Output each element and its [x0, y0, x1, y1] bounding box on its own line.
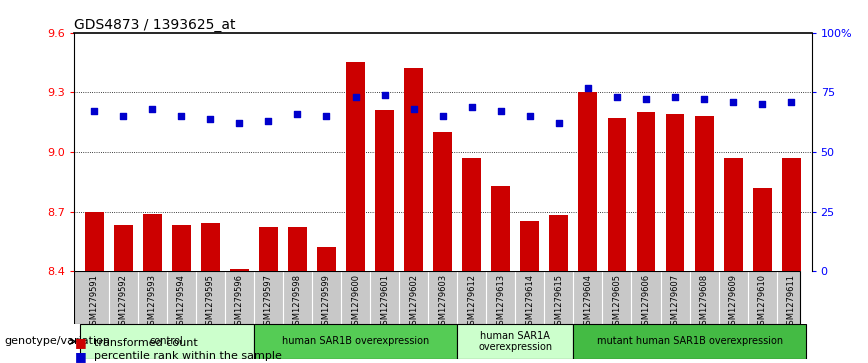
Bar	[85, 212, 103, 271]
Point	[494, 109, 508, 114]
Point	[552, 121, 566, 126]
Bar	[288, 227, 307, 271]
Point	[464, 104, 478, 110]
Text: ■: ■	[75, 337, 90, 350]
Bar	[521, 221, 539, 271]
Text: percentile rank within the sample: percentile rank within the sample	[94, 351, 281, 362]
Bar	[636, 112, 655, 271]
Point	[610, 94, 624, 100]
Bar	[574, 323, 806, 359]
Point	[145, 106, 159, 112]
Text: human SAR1B overexpression: human SAR1B overexpression	[282, 337, 429, 347]
Bar	[724, 158, 743, 271]
Point	[203, 115, 217, 121]
Text: GSM1279598: GSM1279598	[293, 274, 302, 330]
Bar	[114, 225, 133, 271]
Text: GSM1279607: GSM1279607	[671, 274, 680, 330]
Bar	[491, 186, 510, 271]
Bar	[694, 116, 713, 271]
Bar	[608, 118, 627, 271]
Point	[755, 101, 769, 107]
Point	[436, 113, 450, 119]
Bar	[253, 323, 457, 359]
Bar	[172, 225, 191, 271]
Bar	[346, 62, 365, 271]
Bar	[578, 92, 597, 271]
Bar	[433, 132, 452, 271]
Bar	[549, 216, 569, 271]
Text: GSM1279601: GSM1279601	[380, 274, 389, 330]
Point	[233, 121, 247, 126]
Text: GSM1279606: GSM1279606	[641, 274, 650, 330]
Text: GSM1279593: GSM1279593	[148, 274, 157, 330]
Point	[319, 113, 333, 119]
Point	[378, 92, 391, 98]
Bar	[142, 213, 161, 271]
Text: GSM1279612: GSM1279612	[467, 274, 477, 330]
Text: GSM1279597: GSM1279597	[264, 274, 273, 330]
Text: GSM1279595: GSM1279595	[206, 274, 214, 330]
Bar	[230, 269, 249, 271]
Point	[291, 111, 305, 117]
Text: GSM1279604: GSM1279604	[583, 274, 593, 330]
Point	[581, 85, 595, 90]
Point	[407, 106, 421, 112]
Bar	[404, 69, 423, 271]
Point	[349, 94, 363, 100]
Bar	[457, 323, 574, 359]
Point	[639, 97, 653, 102]
Point	[727, 99, 740, 105]
Bar	[259, 227, 278, 271]
Text: human SAR1A
overexpression: human SAR1A overexpression	[478, 331, 552, 352]
Point	[87, 109, 101, 114]
Point	[261, 118, 275, 124]
Point	[785, 99, 799, 105]
Text: GSM1279611: GSM1279611	[786, 274, 796, 330]
Point	[697, 97, 711, 102]
Text: GDS4873 / 1393625_at: GDS4873 / 1393625_at	[74, 18, 235, 32]
Text: GSM1279591: GSM1279591	[89, 274, 99, 330]
Text: GSM1279609: GSM1279609	[728, 274, 738, 330]
Text: GSM1279610: GSM1279610	[758, 274, 766, 330]
Text: genotype/variation: genotype/variation	[4, 337, 110, 347]
Text: GSM1279592: GSM1279592	[119, 274, 128, 330]
Text: GSM1279608: GSM1279608	[700, 274, 708, 330]
Text: GSM1279615: GSM1279615	[555, 274, 563, 330]
Text: GSM1279602: GSM1279602	[409, 274, 418, 330]
Bar	[375, 110, 394, 271]
Bar	[201, 224, 220, 271]
Text: GSM1279614: GSM1279614	[525, 274, 535, 330]
Text: mutant human SAR1B overexpression: mutant human SAR1B overexpression	[596, 337, 783, 347]
Text: GSM1279613: GSM1279613	[496, 274, 505, 330]
Bar	[666, 114, 685, 271]
Text: GSM1279600: GSM1279600	[351, 274, 360, 330]
Bar	[80, 323, 253, 359]
Bar	[782, 158, 800, 271]
Text: GSM1279605: GSM1279605	[613, 274, 621, 330]
Bar	[463, 158, 481, 271]
Bar	[753, 188, 772, 271]
Text: GSM1279594: GSM1279594	[177, 274, 186, 330]
Point	[116, 113, 130, 119]
Text: ■: ■	[75, 350, 90, 363]
Text: control: control	[150, 337, 184, 347]
Text: GSM1279599: GSM1279599	[322, 274, 331, 330]
Bar	[317, 247, 336, 271]
Text: GSM1279596: GSM1279596	[235, 274, 244, 330]
Text: GSM1279603: GSM1279603	[438, 274, 447, 330]
Point	[174, 113, 188, 119]
Text: transformed count: transformed count	[94, 338, 198, 348]
Point	[523, 113, 536, 119]
Point	[668, 94, 682, 100]
